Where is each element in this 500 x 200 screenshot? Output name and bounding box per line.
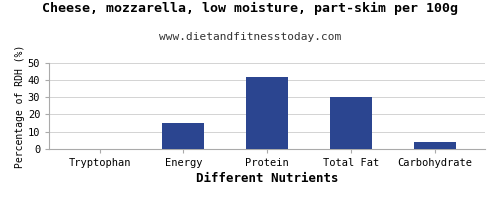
- Y-axis label: Percentage of RDH (%): Percentage of RDH (%): [15, 44, 25, 168]
- Bar: [162, 123, 204, 149]
- Text: www.dietandfitnesstoday.com: www.dietandfitnesstoday.com: [159, 32, 341, 42]
- Bar: [414, 142, 456, 149]
- Text: Cheese, mozzarella, low moisture, part-skim per 100g: Cheese, mozzarella, low moisture, part-s…: [42, 2, 458, 15]
- Bar: [246, 77, 288, 149]
- Bar: [330, 97, 372, 149]
- X-axis label: Different Nutrients: Different Nutrients: [196, 172, 338, 185]
